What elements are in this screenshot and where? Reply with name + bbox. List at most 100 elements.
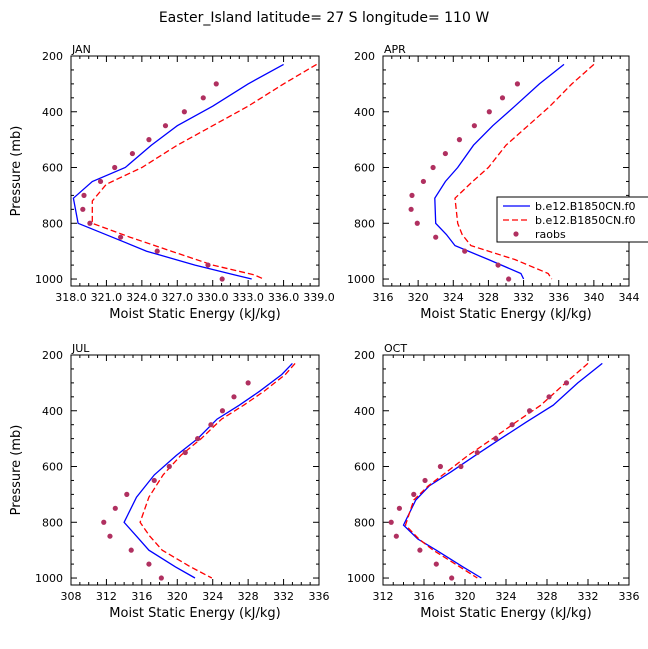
series-line-solid (72, 63, 284, 280)
raobs-point (146, 137, 152, 143)
figure-title: Easter_Island latitude= 27 S longitude= … (159, 10, 489, 26)
x-tick-label: 332 (513, 291, 534, 304)
x-tick-label: 327.0 (162, 291, 194, 304)
raobs-point (506, 276, 512, 282)
raobs-point (162, 123, 169, 129)
raobs-point (430, 164, 436, 171)
raobs-point (124, 491, 130, 497)
raobs-point (422, 477, 428, 484)
series-line-dashed (454, 63, 595, 280)
legend-label: b.e12.B1850CN.f0 (535, 214, 636, 227)
x-tick-label: 316 (414, 590, 435, 603)
x-tick-label: 333.0 (232, 291, 264, 304)
x-tick-label: 336 (548, 291, 569, 304)
legend-box (496, 196, 648, 243)
y-tick-label: 800 (42, 516, 63, 529)
panel-oct: 312 316 320 324 328 332 336 200 400 600 800 1000 OCT… (347, 342, 640, 621)
y-tick-label: 600 (42, 461, 63, 474)
raobs-point (195, 436, 201, 442)
raobs-point (456, 137, 463, 143)
x-tick-label: 324.0 (126, 291, 158, 304)
plot-frame (70, 354, 320, 586)
raobs-point (499, 95, 506, 101)
y-tick-label: 200 (42, 349, 63, 362)
panel-apr: 316 320 324 328 332 336 340 344 200 400 600 800 1000… (347, 43, 640, 322)
y-tick-label: 400 (42, 106, 63, 119)
raobs-point (80, 206, 86, 212)
x-tick-label: 344 (619, 291, 640, 304)
raobs-point (118, 234, 124, 240)
y-tick-label: 200 (354, 349, 375, 362)
raobs-point (87, 220, 93, 226)
x-tick-label: 316 (131, 590, 152, 603)
raobs-point (245, 380, 251, 386)
series-line-dashed (404, 362, 589, 579)
plot-frame (70, 55, 320, 287)
raobs-point (462, 248, 468, 254)
x-tick-label: 324 (202, 590, 223, 603)
x-tick-label: 316 (373, 291, 394, 304)
y-tick-label: 200 (354, 50, 375, 63)
legend-label: b.e12.B1850CN.f0 (535, 200, 636, 213)
panel-jul: 308 312 316 320 324 328 332 336 200 400 600 800 1000… (9, 342, 330, 621)
legend-dot-icon (513, 231, 519, 237)
raobs-point (433, 561, 439, 567)
panel-label: JAN (71, 43, 91, 56)
panel-label: JUL (71, 342, 90, 355)
raobs-point (437, 463, 443, 470)
y-tick-label: 1000 (347, 273, 375, 286)
x-axis-label: Moist Static Energy (kJ/kg) (109, 307, 280, 322)
x-tick-label: 320 (167, 590, 188, 603)
x-tick-label: 312 (373, 590, 394, 603)
raobs-point (458, 463, 464, 470)
y-tick-label: 600 (42, 162, 63, 175)
raobs-point (97, 178, 104, 185)
x-tick-label: 318.0 (55, 291, 87, 304)
x-tick-label: 328 (537, 590, 558, 603)
x-axis-label: Moist Static Energy (kJ/kg) (420, 307, 591, 322)
raobs-point (182, 449, 188, 456)
x-tick-label: 340 (583, 291, 604, 304)
raobs-point (112, 505, 118, 511)
legend-label: raobs (535, 228, 566, 241)
panels: 318.0 321.0 324.0 327.0 330.0 333.0 336.0 339.0… (9, 43, 640, 621)
x-tick-label: 332 (578, 590, 599, 603)
y-tick-label: 1000 (35, 273, 63, 286)
raobs-point (411, 491, 417, 497)
raobs-point (449, 575, 455, 581)
raobs-point (414, 220, 420, 226)
series-line-dashed (91, 63, 317, 280)
y-tick-label: 200 (42, 50, 63, 63)
raobs-point (563, 380, 570, 386)
raobs-point (442, 150, 448, 157)
raobs-point (101, 519, 107, 525)
raobs-point (181, 109, 187, 115)
series-line-solid (434, 63, 565, 280)
x-tick-label: 339.0 (303, 291, 335, 304)
x-tick-label: 312 (96, 590, 117, 603)
x-axis-label: Moist Static Energy (kJ/kg) (109, 606, 280, 621)
raobs-point (200, 95, 206, 101)
x-tick-label: 324 (443, 291, 464, 304)
y-tick-label: 800 (354, 516, 375, 529)
y-tick-label: 1000 (35, 572, 63, 585)
raobs-point (409, 192, 415, 198)
series-line-solid (123, 362, 293, 579)
y-tick-label: 1000 (347, 572, 375, 585)
raobs-point (208, 422, 214, 428)
raobs-point (81, 192, 87, 198)
panel-label: APR (384, 43, 406, 56)
y-axis-label: Pressure (mb) (9, 126, 24, 217)
x-tick-label: 330.0 (197, 291, 229, 304)
raobs-point (219, 276, 225, 282)
raobs-point (107, 533, 113, 539)
raobs-point (420, 178, 427, 185)
y-tick-label: 600 (354, 162, 375, 175)
raobs-point (151, 477, 157, 484)
y-tick-label: 800 (354, 217, 375, 230)
raobs-point (526, 408, 533, 414)
raobs-point (154, 248, 160, 254)
raobs-point (166, 463, 172, 470)
raobs-point (205, 262, 211, 268)
